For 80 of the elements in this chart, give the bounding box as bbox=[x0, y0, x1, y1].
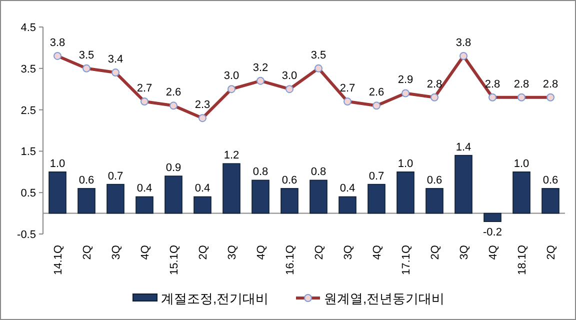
data-label: 0.4 bbox=[194, 182, 210, 195]
bar bbox=[310, 180, 328, 214]
bar bbox=[252, 180, 270, 214]
bar bbox=[48, 172, 66, 214]
x-tick-label: 16.1Q bbox=[284, 244, 296, 275]
data-label: 0.6 bbox=[78, 174, 94, 186]
x-tick-label: 2Q bbox=[198, 244, 210, 260]
x-tick-label: 17.1Q bbox=[400, 244, 412, 275]
x-tick-label: 3Q bbox=[110, 244, 122, 260]
bar bbox=[194, 196, 212, 214]
bar bbox=[396, 172, 414, 214]
x-tick-label: 2Q bbox=[314, 244, 326, 260]
x-tick-label: 4Q bbox=[488, 244, 500, 260]
x-tick-label: 2Q bbox=[546, 244, 558, 260]
bar bbox=[542, 188, 560, 214]
data-label: 0.7 bbox=[108, 170, 124, 182]
x-tick-label: 2Q bbox=[430, 244, 442, 260]
bar bbox=[454, 154, 472, 214]
data-label: 1.4 bbox=[456, 141, 472, 154]
x-tick-label: 2Q bbox=[82, 244, 94, 260]
data-label: 3.8 bbox=[456, 36, 472, 49]
bar bbox=[106, 184, 124, 214]
x-tick-label: 3Q bbox=[458, 244, 470, 260]
data-label: 2.7 bbox=[136, 82, 152, 95]
legend-label: 원계열,전년동기대비 bbox=[324, 291, 445, 306]
data-label: 2.8 bbox=[426, 78, 442, 90]
bar bbox=[426, 188, 444, 214]
data-label: 1.2 bbox=[224, 150, 240, 162]
data-label: 2.9 bbox=[398, 74, 414, 86]
data-label: 1.0 bbox=[50, 158, 66, 170]
y-tick-label: 3.5 bbox=[20, 63, 36, 76]
data-label: 0.4 bbox=[340, 182, 356, 195]
x-tick-label: 18.1Q bbox=[516, 244, 528, 275]
bar bbox=[338, 196, 356, 214]
data-label: 1.0 bbox=[398, 158, 414, 170]
y-tick-label: 4.5 bbox=[20, 22, 36, 34]
data-label: 2.6 bbox=[368, 86, 384, 99]
x-tick-label: 14.1Q bbox=[52, 244, 64, 275]
data-label: 3.4 bbox=[108, 54, 124, 66]
data-label: 2.3 bbox=[194, 99, 210, 112]
data-label: 3.5 bbox=[78, 49, 94, 62]
data-label: 0.6 bbox=[282, 174, 298, 186]
data-label: 2.8 bbox=[484, 78, 500, 90]
bar bbox=[512, 172, 530, 214]
y-tick-label: 1.5 bbox=[20, 146, 36, 158]
data-label: 3.2 bbox=[252, 62, 268, 74]
data-label: 3.5 bbox=[310, 49, 326, 62]
y-tick-label: -0.5 bbox=[17, 229, 36, 241]
x-tick-label: 4Q bbox=[140, 244, 152, 260]
bar bbox=[368, 184, 386, 214]
bar bbox=[280, 188, 298, 214]
data-label: 2.8 bbox=[542, 78, 558, 90]
data-label: -0.2 bbox=[483, 226, 502, 239]
x-tick-label: 3Q bbox=[226, 244, 238, 260]
x-tick-label: 15.1Q bbox=[168, 244, 180, 275]
data-label: 0.6 bbox=[542, 174, 558, 186]
bar bbox=[222, 163, 240, 214]
data-label: 0.8 bbox=[252, 166, 268, 178]
data-label: 2.7 bbox=[340, 82, 356, 95]
data-label: 0.4 bbox=[136, 182, 152, 195]
y-tick-label: 2.5 bbox=[20, 104, 36, 117]
x-tick-label: 4Q bbox=[372, 244, 384, 260]
bar bbox=[164, 176, 182, 214]
data-label: 2.6 bbox=[166, 86, 182, 99]
data-label: 3.0 bbox=[282, 70, 298, 82]
data-label: 0.8 bbox=[310, 166, 326, 178]
bar bbox=[78, 188, 96, 214]
data-label: 0.6 bbox=[426, 174, 442, 186]
bar bbox=[136, 196, 154, 214]
data-label: 0.9 bbox=[166, 162, 182, 174]
data-label: 3.0 bbox=[224, 70, 240, 82]
data-label: 1.0 bbox=[514, 158, 530, 170]
x-tick-label: 4Q bbox=[256, 244, 268, 260]
y-tick-label: 0.5 bbox=[20, 188, 36, 200]
data-label: 2.8 bbox=[514, 78, 530, 90]
data-label: 3.8 bbox=[50, 36, 66, 49]
x-tick-label: 3Q bbox=[342, 244, 354, 260]
data-label: 0.7 bbox=[368, 170, 384, 182]
bar bbox=[484, 212, 502, 222]
legend-label: 계절조정,전기대비 bbox=[161, 291, 269, 306]
